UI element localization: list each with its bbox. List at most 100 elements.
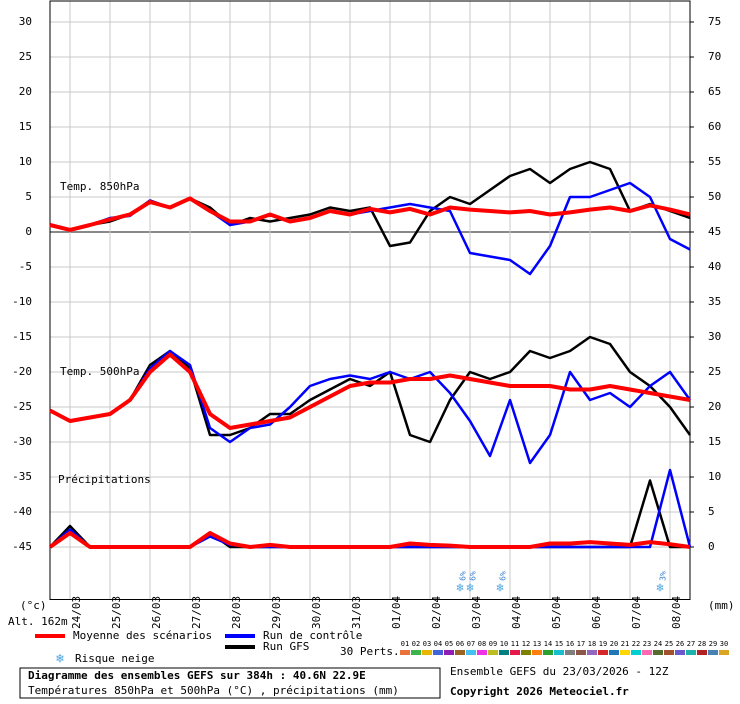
perturbation-swatch	[576, 650, 586, 655]
perturbation-label: 12	[522, 640, 530, 648]
perturbation-swatch	[554, 650, 564, 655]
perturbation-label: 17	[577, 640, 585, 648]
perturbation-swatch	[521, 650, 531, 655]
perturbation-swatch	[686, 650, 696, 655]
y-tick-label: -25	[12, 400, 32, 413]
y-tick-label: -5	[19, 260, 32, 273]
x-tick-label: 26/03	[150, 596, 163, 629]
panel-label: Précipitations	[58, 473, 151, 486]
perturbation-label: 06	[456, 640, 464, 648]
run-label: Ensemble GEFS du 23/03/2026 - 12Z	[450, 665, 669, 678]
y2-tick-label: 75	[708, 15, 721, 28]
snow-icon: ❄	[466, 581, 473, 595]
perturbation-label: 21	[621, 640, 629, 648]
perturbation-label: 04	[434, 640, 442, 648]
perturbation-swatch	[499, 650, 509, 655]
grid	[50, 1, 690, 600]
perturbation-label: 08	[478, 640, 486, 648]
x-tick-label: 08/04	[670, 596, 683, 629]
perturbation-label: 28	[698, 640, 706, 648]
x-tick-label: 24/03	[70, 596, 83, 629]
y2-axis-label: (mm)	[708, 599, 735, 612]
series-line	[49, 352, 691, 430]
x-tick-label: 30/03	[310, 596, 323, 629]
perturbation-swatch	[411, 650, 421, 655]
perturbations-label: 30 Perts.	[340, 645, 400, 658]
snow-risk-label: 6%	[499, 571, 508, 581]
perturbation-label: 23	[643, 640, 651, 648]
perturbation-swatch	[510, 650, 520, 655]
x-tick-label: 01/04	[390, 596, 403, 629]
y2-tick-label: 65	[708, 85, 721, 98]
snow-icon: ❄	[656, 581, 663, 595]
perturbation-swatch	[631, 650, 641, 655]
perturbation-label: 11	[511, 640, 519, 648]
y-tick-label: 5	[25, 190, 32, 203]
y2-tick-label: 35	[708, 295, 721, 308]
perturbation-swatch	[675, 650, 685, 655]
perturbation-label: 16	[566, 640, 574, 648]
y2-tick-label: 45	[708, 225, 721, 238]
snow-icon: ❄	[496, 581, 503, 595]
perturbation-swatch	[664, 650, 674, 655]
y-tick-label: 15	[19, 120, 32, 133]
perturbation-swatch	[455, 650, 465, 655]
legend-label: Moyenne des scénarios	[73, 629, 212, 642]
snow-risk-label: 3%	[659, 571, 668, 581]
perturbation-label: 30	[720, 640, 728, 648]
y2-tick-label: 0	[708, 540, 715, 553]
x-tick-label: 06/04	[590, 596, 603, 629]
snow-risk-label: 6%	[469, 571, 478, 581]
y2-tick-label: 55	[708, 155, 721, 168]
perturbation-swatch	[444, 650, 454, 655]
perturbation-swatch	[565, 650, 575, 655]
perturbation-label: 20	[610, 640, 618, 648]
y-tick-label: -30	[12, 435, 32, 448]
perturbation-swatch	[642, 650, 652, 655]
y2-tick-label: 70	[708, 50, 721, 63]
perturbation-label: 15	[555, 640, 563, 648]
perturbation-label: 14	[544, 640, 552, 648]
x-tick-label: 07/04	[630, 596, 643, 629]
y-tick-label: 20	[19, 85, 32, 98]
series-line	[48, 531, 691, 549]
y-tick-label: -35	[12, 470, 32, 483]
x-tick-label: 29/03	[270, 596, 283, 629]
perturbation-swatch	[587, 650, 597, 655]
perturbation-swatch	[697, 650, 707, 655]
y2-tick-label: 30	[708, 330, 721, 343]
perturbation-swatch	[422, 650, 432, 655]
chart-subtitle: Températures 850hPa et 500hPa (°C) , pré…	[28, 684, 399, 697]
perturbation-label: 13	[533, 640, 541, 648]
perturbation-label: 29	[709, 640, 717, 648]
y2-tick-label: 10	[708, 470, 721, 483]
perturbation-label: 22	[632, 640, 640, 648]
legend-label: Run de contrôle	[263, 629, 362, 642]
perturbation-label: 01	[401, 640, 409, 648]
x-tick-label: 27/03	[190, 596, 203, 629]
perturbation-swatch	[488, 650, 498, 655]
snow-icon: ❄	[55, 652, 64, 667]
y2-tick-label: 5	[708, 505, 715, 518]
perturbation-swatch	[719, 650, 729, 655]
x-tick-label: 28/03	[230, 596, 243, 629]
perturbation-label: 27	[687, 640, 695, 648]
x-tick-label: 03/04	[470, 596, 483, 629]
perturbation-label: 19	[599, 640, 607, 648]
y-axis-label: (°c)	[20, 599, 47, 612]
y-tick-label: -10	[12, 295, 32, 308]
perturbation-swatch	[543, 650, 553, 655]
perturbation-swatch	[477, 650, 487, 655]
altitude: Alt. 162m	[8, 615, 68, 628]
y-tick-label: -15	[12, 330, 32, 343]
snow-icon: ❄	[456, 581, 463, 595]
series-line	[49, 479, 690, 549]
y2-tick-label: 15	[708, 435, 721, 448]
plot-frame	[49, 0, 691, 600]
title-box	[19, 667, 441, 699]
perturbation-swatch	[708, 650, 718, 655]
chart-title: Diagramme des ensembles GEFS sur 384h : …	[28, 669, 366, 682]
perturbation-label: 18	[588, 640, 596, 648]
perturbation-swatch	[620, 650, 630, 655]
